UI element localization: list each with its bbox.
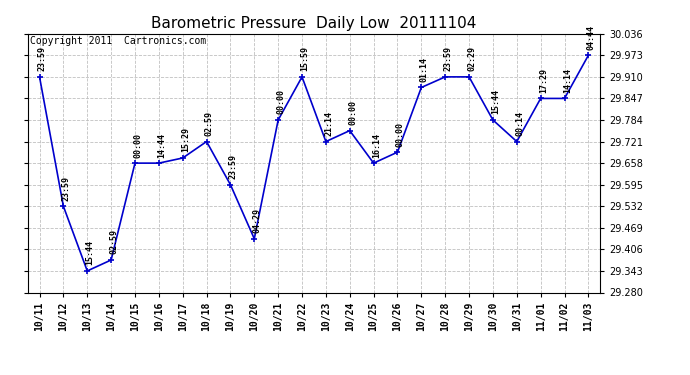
Text: 04:29: 04:29	[253, 208, 262, 233]
Text: 17:29: 17:29	[539, 68, 548, 93]
Text: 15:59: 15:59	[300, 46, 309, 71]
Text: Copyright 2011  Cartronics.com: Copyright 2011 Cartronics.com	[30, 36, 207, 46]
Text: 01:14: 01:14	[420, 57, 428, 82]
Text: 14:14: 14:14	[563, 68, 572, 93]
Text: 02:29: 02:29	[467, 46, 476, 71]
Title: Barometric Pressure  Daily Low  20111104: Barometric Pressure Daily Low 20111104	[151, 16, 477, 31]
Text: 02:59: 02:59	[110, 230, 119, 254]
Text: 00:00: 00:00	[133, 133, 142, 158]
Text: 15:44: 15:44	[86, 240, 95, 266]
Text: 00:14: 00:14	[515, 111, 524, 136]
Text: 23:59: 23:59	[61, 176, 70, 201]
Text: 15:29: 15:29	[181, 128, 190, 152]
Text: 23:59: 23:59	[228, 154, 238, 179]
Text: 14:44: 14:44	[157, 133, 166, 158]
Text: 00:00: 00:00	[348, 100, 357, 125]
Text: 15:44: 15:44	[491, 90, 500, 114]
Text: 00:00: 00:00	[277, 90, 286, 114]
Text: 00:00: 00:00	[396, 122, 405, 147]
Text: 23:59: 23:59	[444, 46, 453, 71]
Text: 02:59: 02:59	[205, 111, 214, 136]
Text: 23:59: 23:59	[38, 46, 47, 71]
Text: 21:14: 21:14	[324, 111, 333, 136]
Text: 04:44: 04:44	[586, 25, 595, 50]
Text: 16:14: 16:14	[372, 133, 381, 158]
